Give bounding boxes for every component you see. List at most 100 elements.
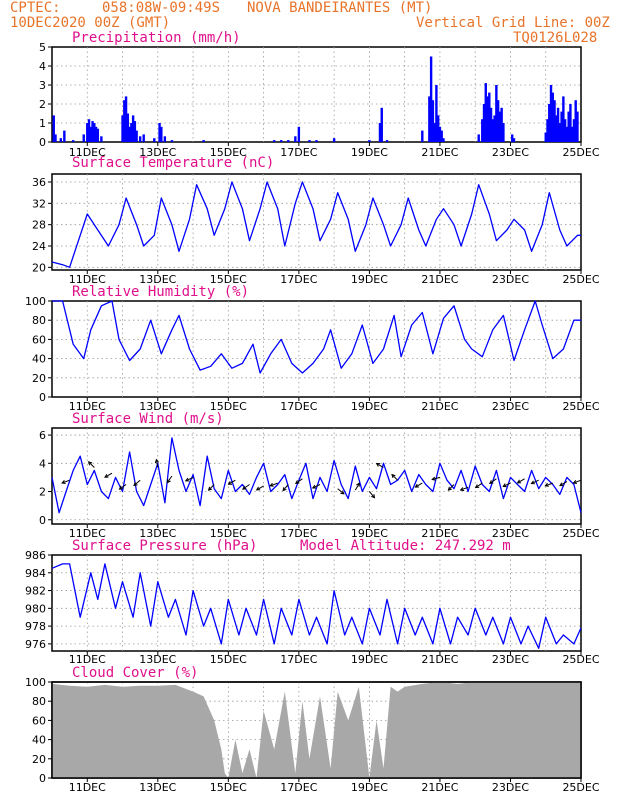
wind-arrow-head xyxy=(530,480,535,485)
precip-bar xyxy=(551,92,554,142)
precip-title: Precipitation (mm/h) xyxy=(72,30,241,46)
wind-arrow xyxy=(61,479,70,484)
wind-xtick-label: 23DEC xyxy=(492,527,529,540)
cloud-ytick-label: 80 xyxy=(32,695,46,708)
cloud-xtick-label: 21DEC xyxy=(421,781,458,794)
rh-series-line xyxy=(52,300,581,374)
rh-xtick-label: 19DEC xyxy=(351,400,388,413)
wind-arrow-head xyxy=(118,485,124,490)
cloud-title: Cloud Cover (%) xyxy=(72,665,198,681)
precip-bar xyxy=(52,115,55,142)
cloud-panel: 0 20 40 60 80 100 11DEC 13DEC 15DEC 17DEC 19DEC 21D… xyxy=(25,665,600,794)
rh-xtick-label: 17DEC xyxy=(280,400,317,413)
rh-ytick-label: 80 xyxy=(32,314,46,327)
precip-bar xyxy=(63,130,66,142)
wind-arrow-head xyxy=(227,480,232,485)
precip-bar xyxy=(272,140,276,142)
precip-ytick-label: 3 xyxy=(39,79,46,92)
precip-xtick-label: 17DEC xyxy=(280,146,317,159)
wind-title: Surface Wind (m/s) xyxy=(72,411,224,427)
wind-arrow xyxy=(517,478,525,484)
wind-arrow xyxy=(119,484,127,490)
wind-arrow xyxy=(185,476,194,482)
precip-bar xyxy=(433,123,436,142)
precip-bar xyxy=(100,136,103,142)
pressure-ytick-label: 986 xyxy=(25,549,46,562)
precip-bar xyxy=(308,140,311,142)
precip-bar xyxy=(160,126,163,142)
rh-xtick-label: 15DEC xyxy=(210,400,247,413)
wind-series-line xyxy=(51,437,582,514)
precip-bar xyxy=(495,85,498,142)
precip-bar xyxy=(484,83,487,142)
wind-arrow xyxy=(270,482,278,487)
rh-ytick-label: 100 xyxy=(25,295,46,308)
precip-bar xyxy=(491,119,495,142)
precip-ytick-label: 5 xyxy=(39,41,46,54)
wind-arrow-head xyxy=(61,479,66,484)
wind-arrow-head xyxy=(488,480,494,485)
pressure-xtick-label: 23DEC xyxy=(492,653,529,666)
wind-arrow xyxy=(337,488,345,495)
cloud-ytick-label: 100 xyxy=(25,676,46,689)
rh-ytick-label: 60 xyxy=(32,333,46,346)
wind-arrow xyxy=(432,476,441,480)
precip-bar xyxy=(502,123,505,142)
precip-bar xyxy=(553,100,556,142)
precip-bar xyxy=(294,136,297,142)
wind-arrow-head xyxy=(459,487,465,492)
wind-arrow-head xyxy=(559,482,564,487)
wind-arrow-head xyxy=(87,461,93,466)
pressure-xtick-label: 11DEC xyxy=(69,653,106,666)
cloud-xtick-label: 19DEC xyxy=(351,781,388,794)
precip-ytick-label: 4 xyxy=(39,60,46,73)
temp-xtick-label: 13DEC xyxy=(139,273,176,286)
wind-arrow xyxy=(104,472,113,478)
wind-arrow xyxy=(531,479,539,485)
header-coords: 058:08W-09:49S xyxy=(102,0,221,16)
rh-ytick-label: 0 xyxy=(39,391,46,404)
precip-bar xyxy=(170,140,174,142)
wind-arrow xyxy=(391,474,398,481)
pressure-ytick-label: 982 xyxy=(25,585,46,598)
wind-xtick-label: 25DEC xyxy=(562,527,599,540)
temp-ytick-label: 36 xyxy=(32,176,46,189)
precip-bar xyxy=(135,130,138,142)
precip-bar xyxy=(549,85,553,142)
precip-bar xyxy=(429,56,433,142)
wind-arrow-head xyxy=(474,484,480,489)
wind-arrow xyxy=(295,478,303,484)
wind-arrow-head xyxy=(269,482,274,487)
precip-bar xyxy=(380,107,383,142)
pressure-frame xyxy=(51,554,582,652)
precip-bar xyxy=(486,96,489,142)
wind-arrow xyxy=(256,485,264,491)
wind-arrow xyxy=(133,479,141,486)
precip-bar xyxy=(511,134,514,142)
precip-xtick-label: 21DEC xyxy=(421,146,458,159)
precip-bar xyxy=(481,119,484,142)
wind-arrow-head xyxy=(340,490,345,495)
cloud-ytick-label: 20 xyxy=(32,753,46,766)
cloud-xtick-label: 23DEC xyxy=(492,781,529,794)
precip-bar xyxy=(280,140,283,142)
precip-bar xyxy=(202,140,205,142)
precip-bar xyxy=(555,115,558,142)
precip-bar xyxy=(428,96,431,142)
pressure-ytick-label: 980 xyxy=(25,602,46,615)
temp-xtick-label: 21DEC xyxy=(421,273,458,286)
precip-bar xyxy=(570,126,574,142)
precip-xtick-label: 13DEC xyxy=(139,146,176,159)
cloud-ytick-label: 0 xyxy=(39,772,46,785)
precip-bar xyxy=(133,121,137,142)
temp-frame xyxy=(51,173,582,271)
wind-ytick-label: 6 xyxy=(39,429,46,442)
pressure-xtick-label: 25DEC xyxy=(562,653,599,666)
cloud-ytick-label: 40 xyxy=(32,734,46,747)
precip-bar xyxy=(87,119,91,142)
precip-bar xyxy=(93,123,96,142)
wind-arrow xyxy=(242,484,250,490)
temp-xtick-label: 17DEC xyxy=(280,273,317,286)
precip-ytick-label: 2 xyxy=(39,98,46,111)
precip-bar xyxy=(126,113,130,142)
